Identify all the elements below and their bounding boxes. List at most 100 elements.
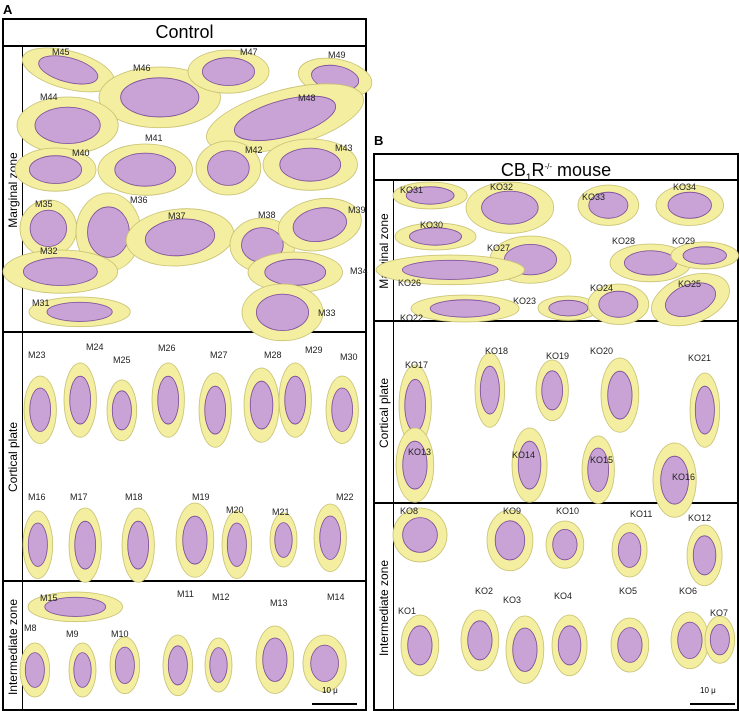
cell-nucleus — [201, 57, 255, 87]
cell-label: M10 — [111, 629, 129, 639]
cell-nucleus — [660, 455, 690, 505]
cell-label: KO17 — [405, 360, 429, 370]
panel-b-letter: B — [374, 133, 384, 148]
cell-nucleus — [695, 385, 715, 435]
cell-render — [465, 181, 555, 238]
cell-render — [187, 49, 269, 98]
cell-nucleus — [25, 652, 45, 688]
cell-render — [68, 642, 96, 702]
cell-label: M26 — [158, 343, 176, 353]
cell-nucleus — [623, 250, 677, 276]
cell-render — [198, 372, 232, 452]
cell-render — [255, 625, 295, 699]
cell-nucleus — [22, 257, 98, 287]
cell-render — [204, 637, 232, 697]
cell-nucleus — [693, 535, 717, 575]
cell-render — [278, 198, 362, 255]
zone-label: Cortical plate — [6, 421, 20, 493]
cell-render — [19, 642, 51, 702]
cell-nucleus — [548, 299, 588, 317]
cell-label: M8 — [24, 623, 37, 633]
cell-label: KO5 — [619, 586, 638, 596]
cell-label: M25 — [113, 355, 131, 365]
panel-title: CB1R-/- mouse — [375, 155, 737, 184]
cell-label: KO23 — [513, 296, 537, 306]
cell-render — [537, 295, 599, 325]
cell-nucleus — [264, 258, 326, 286]
cell-render — [650, 273, 731, 328]
cell-render — [221, 510, 253, 584]
cell-render — [28, 296, 132, 332]
cell-label: KO10 — [556, 506, 580, 516]
cell-nucleus — [115, 646, 135, 684]
cell-nucleus — [518, 440, 542, 490]
panel-a-letter: A — [3, 2, 13, 17]
cell-render — [505, 615, 545, 689]
cell-label: M42 — [245, 145, 263, 155]
cell-render — [23, 375, 57, 449]
cell-nucleus — [34, 106, 102, 144]
scale-bar — [690, 703, 735, 705]
cell-render — [400, 614, 440, 681]
zone-marginal: Marginal zone — [4, 47, 365, 332]
cell-nucleus — [29, 209, 67, 247]
cell-label: KO12 — [688, 513, 712, 523]
cell-label: KO22 — [400, 313, 424, 323]
cell-render — [22, 510, 54, 584]
cell-render — [175, 502, 215, 582]
cell-label: M28 — [264, 350, 282, 360]
cell-render — [704, 615, 736, 668]
cell-nucleus — [168, 645, 188, 685]
cell-nucleus — [112, 390, 132, 430]
cell-render — [262, 138, 358, 195]
cell-label: KO9 — [503, 506, 522, 516]
cell-render — [689, 372, 721, 452]
cell-render — [21, 47, 116, 94]
cell-render — [652, 442, 697, 522]
cell-label: M22 — [336, 492, 354, 502]
cell-label: M15 — [40, 593, 58, 603]
cell-nucleus — [319, 515, 341, 561]
cell-nucleus — [114, 153, 176, 187]
cell-label: KO19 — [546, 351, 570, 361]
cell-label: M30 — [340, 352, 358, 362]
zone-cortical: Cortical plate — [375, 320, 737, 503]
cell-nucleus — [552, 529, 578, 561]
cell-nucleus — [480, 365, 500, 415]
cell-render — [655, 184, 725, 231]
cell-nucleus — [402, 517, 438, 553]
cell-nucleus — [250, 380, 274, 430]
cell-label: KO28 — [612, 236, 636, 246]
zone-label: Intermediate zone — [377, 559, 391, 656]
cell-label: M29 — [305, 345, 323, 355]
cell-label: M43 — [335, 143, 353, 153]
cell-label: KO27 — [487, 243, 511, 253]
cell-render — [535, 359, 569, 426]
cell-label: KO24 — [590, 283, 614, 293]
cell-render — [410, 294, 520, 327]
cell-label: KO8 — [400, 506, 419, 516]
cell-nucleus — [262, 637, 288, 683]
cell-label: KO25 — [678, 279, 702, 289]
cell-label: M35 — [35, 199, 53, 209]
cell-nucleus — [38, 55, 98, 85]
cell-render — [670, 611, 710, 674]
zone-intermediate: Intermediate zone — [375, 502, 737, 711]
cell-nucleus — [587, 447, 609, 493]
cell-render — [302, 634, 347, 697]
cell-nucleus — [677, 621, 703, 659]
title-text: mouse — [552, 160, 612, 180]
cell-label: M40 — [72, 148, 90, 158]
cell-label: M39 — [348, 205, 366, 215]
cell-nucleus — [120, 77, 200, 117]
cell-label: M45 — [52, 47, 70, 57]
cell-render — [247, 251, 343, 298]
cell-nucleus — [404, 378, 426, 432]
cell-label: KO29 — [672, 236, 696, 246]
cell-nucleus — [494, 520, 526, 560]
cell-label: KO13 — [408, 447, 432, 457]
scale-label: 10 μ — [322, 686, 338, 695]
cell-render — [313, 503, 347, 577]
cell-label: KO16 — [672, 472, 696, 482]
